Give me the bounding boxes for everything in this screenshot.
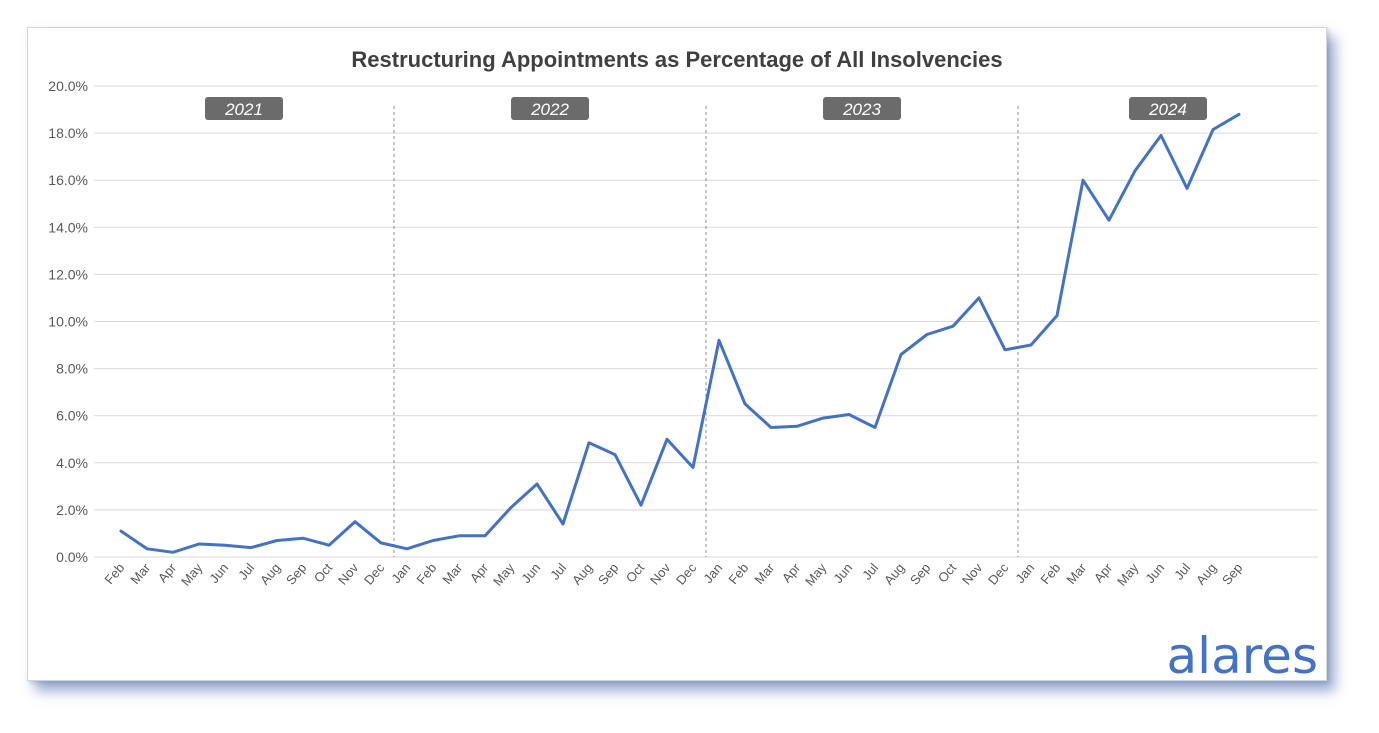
x-tick-label: Jul — [859, 560, 881, 582]
x-tick-label: Oct — [623, 560, 648, 585]
x-tick-label: Sep — [907, 560, 933, 587]
x-tick-label: Apr — [155, 560, 180, 586]
year-label-2024: 2024 — [1129, 97, 1207, 120]
y-tick-label: 8.0% — [56, 361, 88, 377]
year-label-text: 2024 — [1148, 100, 1187, 119]
x-tick-label: Dec — [361, 560, 388, 588]
x-tick-label: Feb — [1037, 560, 1063, 587]
x-tick-label: Nov — [959, 560, 986, 588]
x-tick-label: Jun — [1142, 560, 1167, 586]
x-tick-label: Aug — [569, 560, 595, 587]
x-tick-label: Dec — [673, 560, 700, 588]
y-tick-label: 12.0% — [48, 266, 88, 282]
x-tick-label: Jul — [547, 560, 569, 582]
x-tick-label: Aug — [257, 560, 283, 587]
x-tick-label: Jun — [830, 560, 855, 586]
year-label-text: 2022 — [530, 100, 569, 119]
x-tick-label: Jan — [388, 560, 413, 586]
y-tick-label: 20.0% — [48, 78, 88, 94]
x-tick-label: May — [1114, 560, 1142, 589]
x-tick-label: Oct — [311, 560, 336, 585]
x-tick-label: Aug — [1193, 560, 1219, 587]
year-label-2021: 2021 — [205, 97, 283, 120]
y-tick-label: 2.0% — [56, 502, 88, 518]
year-label-box — [511, 97, 589, 120]
chart-svg: Restructuring Appointments as Percentage… — [48, 47, 1318, 680]
x-tick-label: Nov — [647, 560, 674, 588]
chart-frame: Restructuring Appointments as Percentage… — [27, 27, 1327, 681]
y-tick-label: 10.0% — [48, 314, 88, 330]
x-tick-label: Mar — [439, 560, 465, 587]
series-line — [119, 112, 1241, 554]
alares-logo: alares — [1167, 627, 1318, 680]
x-tick-label: Jan — [700, 560, 725, 586]
year-labels: 2021 2022 2023 2024 — [205, 97, 1207, 120]
x-tick-label: Feb — [101, 560, 127, 587]
y-axis-ticks: 0.0% 2.0% 4.0% 6.0% 8.0% 10.0% 12.0% 14.0% 16.0%… — [48, 78, 88, 565]
year-label-2023: 2023 — [823, 97, 901, 120]
x-tick-label: Mar — [127, 560, 153, 587]
year-label-2022: 2022 — [511, 97, 589, 120]
year-label-box — [1129, 97, 1207, 120]
year-label-box — [205, 97, 283, 120]
series-layer — [119, 112, 1241, 554]
y-tick-label: 4.0% — [56, 455, 88, 471]
x-tick-label: Jan — [1012, 560, 1037, 586]
x-tick-label: Jul — [235, 560, 257, 582]
x-tick-label: May — [490, 560, 518, 589]
x-tick-label: Mar — [751, 560, 777, 587]
x-tick-label: Apr — [779, 560, 804, 586]
x-tick-label: Sep — [283, 560, 309, 587]
x-tick-label: May — [802, 560, 830, 589]
year-label-box — [823, 97, 901, 120]
x-tick-label: Feb — [413, 560, 439, 587]
chart-title: Restructuring Appointments as Percentage… — [351, 47, 1002, 72]
x-tick-label: Jun — [206, 560, 231, 586]
y-tick-label: 16.0% — [48, 172, 88, 188]
x-tick-label: Nov — [335, 560, 362, 588]
x-tick-label: Sep — [1219, 560, 1245, 587]
y-tick-label: 14.0% — [48, 219, 88, 235]
x-tick-label: May — [178, 560, 206, 589]
x-tick-label: Oct — [935, 560, 960, 585]
y-tick-label: 6.0% — [56, 408, 88, 424]
x-tick-label: Apr — [467, 560, 492, 586]
x-tick-label: Dec — [985, 560, 1012, 588]
x-tick-label: Mar — [1063, 560, 1089, 587]
x-tick-label: Feb — [725, 560, 751, 587]
x-tick-label: Jun — [518, 560, 543, 586]
x-tick-label: Aug — [881, 560, 907, 587]
x-tick-label: Sep — [595, 560, 621, 587]
year-label-text: 2021 — [224, 100, 263, 119]
year-divider-layer — [393, 106, 1019, 557]
x-tick-label: Apr — [1091, 560, 1116, 586]
year-label-text: 2023 — [842, 100, 881, 119]
y-tick-label: 18.0% — [48, 125, 88, 141]
x-tick-label: Jul — [1171, 560, 1193, 582]
y-tick-label: 0.0% — [56, 549, 88, 565]
